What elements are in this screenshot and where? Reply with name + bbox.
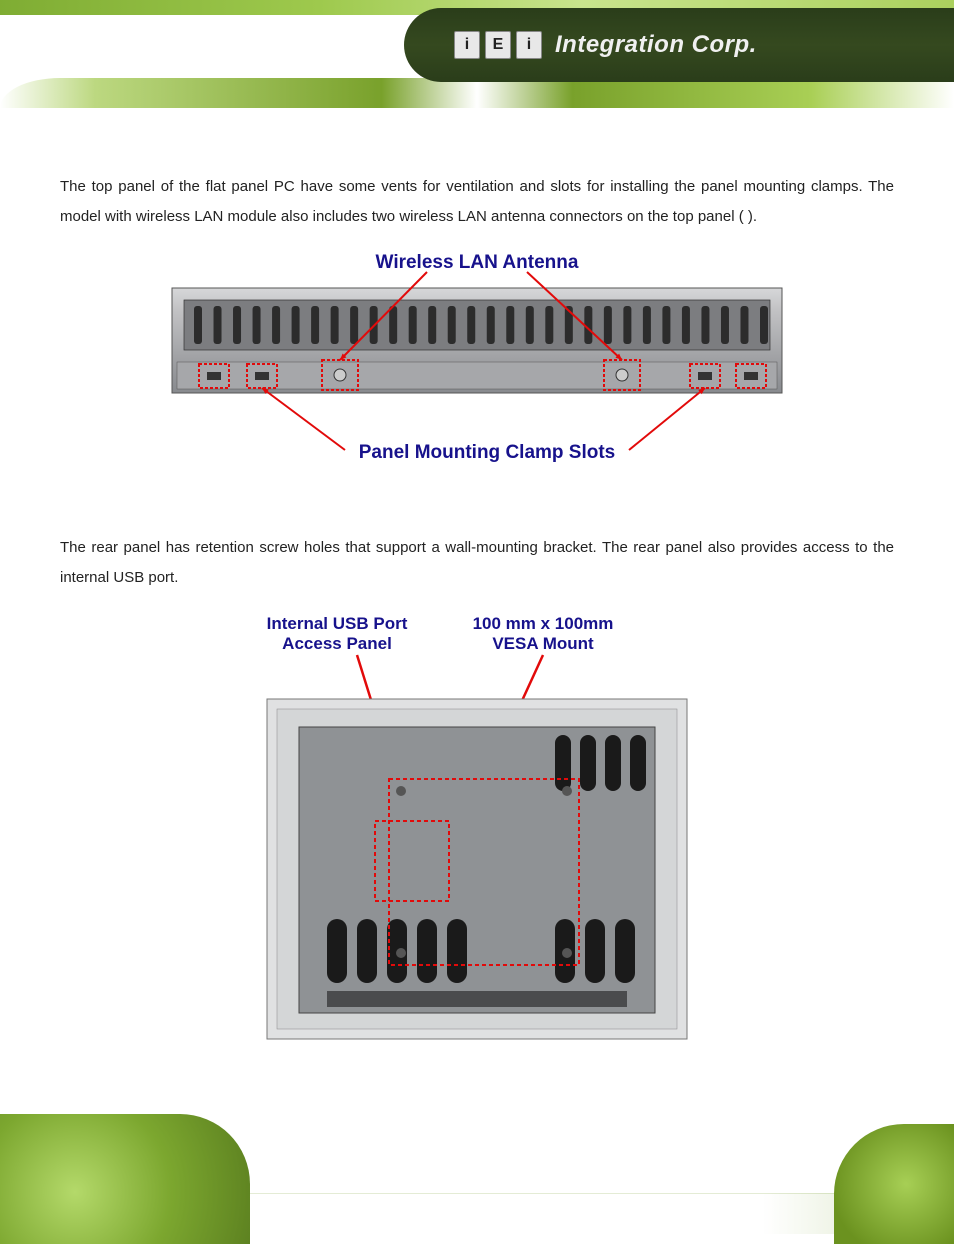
page-footer <box>0 1109 954 1244</box>
top-panel-diagram: Wireless LAN Antenna Panel Mounting Clam… <box>167 248 787 473</box>
brand-logo: i E i Integration Corp. <box>454 31 757 59</box>
vesa-label-l2: VESA Mount <box>492 634 594 653</box>
page-header: i E i Integration Corp. <box>0 0 954 112</box>
top-panel-paragraph: The top panel of the flat panel PC have … <box>60 172 894 232</box>
header-brand-band: i E i Integration Corp. <box>404 8 954 82</box>
logo-char: i <box>516 31 542 59</box>
footer-swirl-left <box>0 1114 250 1244</box>
top-panel-figure: Wireless LAN Antenna Panel Mounting Clam… <box>60 248 894 473</box>
usb-port-label-l2: Access Panel <box>282 634 392 653</box>
usb-port-label-l1: Internal USB Port <box>267 614 408 633</box>
header-swoosh <box>0 78 954 108</box>
logo-char: E <box>485 31 511 59</box>
rear-panel-figure: Internal USB Port Access Panel 100 mm x … <box>60 609 894 1049</box>
clamp-slots-label: Panel Mounting Clamp Slots <box>359 442 616 463</box>
footer-swirl-right <box>834 1124 954 1244</box>
wlan-antenna-label: Wireless LAN Antenna <box>376 252 579 273</box>
logo-char: i <box>454 31 480 59</box>
vesa-label-l1: 100 mm x 100mm <box>473 614 614 633</box>
rear-panel-paragraph: The rear panel has retention screw holes… <box>60 533 894 593</box>
rear-panel-diagram: Internal USB Port Access Panel 100 mm x … <box>207 609 747 1049</box>
company-name: Integration Corp. <box>555 31 757 59</box>
page-content: The top panel of the flat panel PC have … <box>0 172 954 1049</box>
